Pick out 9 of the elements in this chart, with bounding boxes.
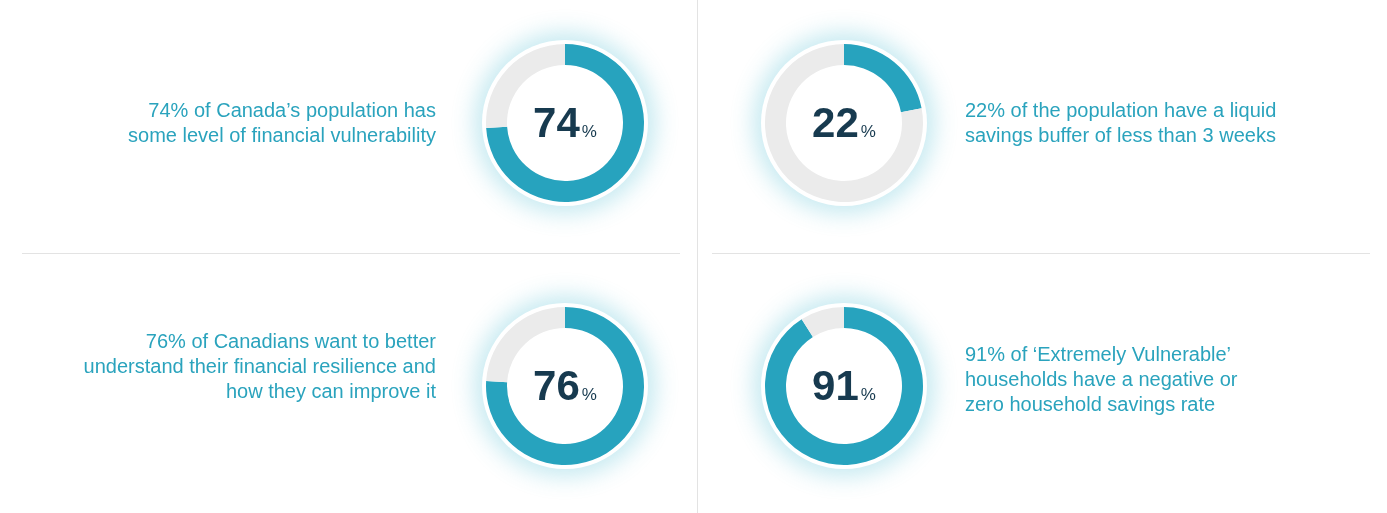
text: 22% of the population have a liquid savings buffer of less than 3 weeks [965, 98, 1277, 148]
donut-slice [801, 307, 844, 338]
text: 91% of ‘Extremely Vulnerable’ households have a negative or zero household savings rate [965, 341, 1238, 417]
data-label: 91% [812, 362, 876, 409]
data-label: 76% [533, 362, 597, 409]
data-label: 22% [812, 99, 876, 146]
data-label: 74% [533, 99, 597, 146]
text: 74% of Canada’s population has some level of financial vulnerability [128, 98, 436, 148]
text: 76% of Canadians want to better understand their financial resilience and how they can improve it [83, 328, 436, 404]
